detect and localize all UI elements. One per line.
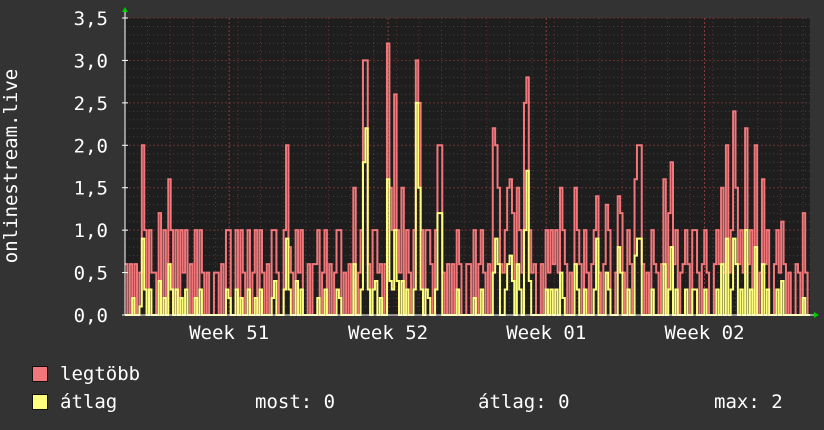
x-tick-label: Week 01 (506, 322, 586, 344)
y-tick-label: 0,0 (74, 305, 108, 327)
y-axis-label: onlinestream.live (0, 69, 22, 263)
y-tick-labels: 0,0 0,5 1,0 1,5 2,0 2,5 3,0 3,5 (74, 8, 108, 327)
stat-current: most: 0 (255, 391, 336, 413)
axes (122, 7, 819, 318)
legend-item-max: legtöbb (32, 363, 140, 385)
x-tick-label: Week 51 (189, 322, 269, 344)
y-tick-label: 2,0 (74, 135, 108, 157)
y-tick-label: 2,5 (74, 93, 108, 115)
stat-max: max: 2 (714, 391, 783, 413)
x-tick-label: Week 02 (664, 322, 744, 344)
legend-item-avg: átlag (32, 391, 117, 413)
y-tick-label: 0,5 (74, 263, 108, 285)
legend-label-avg: átlag (60, 391, 118, 413)
legend-label-max: legtöbb (60, 363, 141, 385)
y-tick-label: 3,0 (74, 50, 108, 72)
x-tick-labels: Week 51 Week 52 Week 01 Week 02 (189, 322, 744, 344)
stat-average: átlag: 0 (478, 391, 570, 413)
x-axis-arrow-icon (814, 312, 819, 318)
legend-swatch-max (32, 366, 48, 382)
y-axis-arrow-icon (122, 7, 128, 12)
y-tick-label: 3,5 (74, 8, 108, 30)
grid (125, 17, 810, 315)
plot-area (125, 18, 810, 315)
chart: 0,00,51,01,52,02,53,03,5 Week 51 Week 52 W… (0, 7, 819, 344)
y-tick-label: 1,5 (74, 178, 108, 200)
x-tick-label: Week 52 (348, 322, 428, 344)
y-tick-label: 1,0 (74, 220, 108, 242)
legend-swatch-avg (32, 394, 48, 410)
